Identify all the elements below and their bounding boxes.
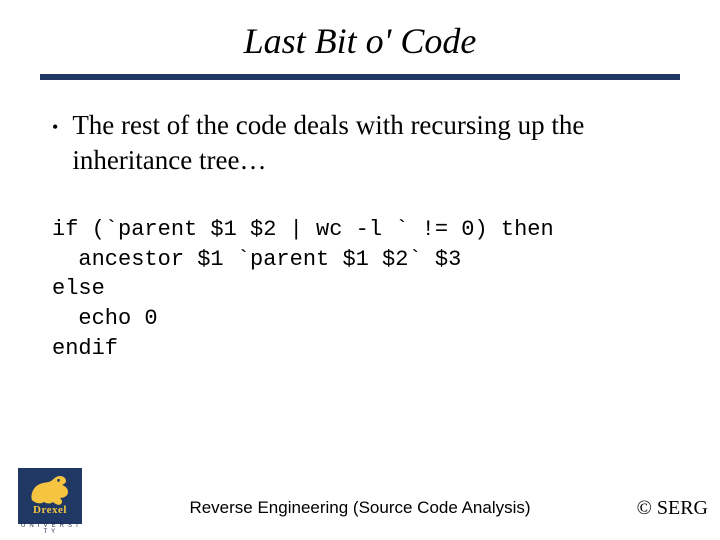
slide-title: Last Bit o' Code: [0, 20, 720, 62]
logo-wrapper: Drexel U N I V E R S I T Y: [18, 468, 82, 524]
bullet-text: The rest of the code deals with recursin…: [72, 108, 670, 177]
code-line: endif: [52, 336, 118, 361]
slide-content: • The rest of the code deals with recurs…: [0, 108, 720, 364]
title-divider: [40, 74, 680, 80]
code-line: else: [52, 276, 105, 301]
bullet-dot: •: [52, 116, 58, 139]
footer-center-text: Reverse Engineering (Source Code Analysi…: [189, 498, 530, 518]
code-block: if (`parent $1 $2 | wc -l ` != 0) then a…: [52, 215, 670, 363]
logo-main-text: Drexel: [33, 504, 67, 516]
logo-sub-text: U N I V E R S I T Y: [18, 523, 82, 535]
slide-footer: Drexel U N I V E R S I T Y Reverse Engin…: [0, 464, 720, 524]
copyright-text: © SERG: [637, 497, 708, 520]
code-line: echo 0: [52, 306, 158, 331]
bullet-item: • The rest of the code deals with recurs…: [50, 108, 670, 177]
code-line: ancestor $1 `parent $1 $2` $3: [52, 247, 461, 272]
code-line: if (`parent $1 $2 | wc -l ` != 0) then: [52, 217, 554, 242]
dragon-icon: [26, 472, 74, 506]
drexel-logo: Drexel: [18, 468, 82, 524]
slide: Last Bit o' Code • The rest of the code …: [0, 0, 720, 540]
